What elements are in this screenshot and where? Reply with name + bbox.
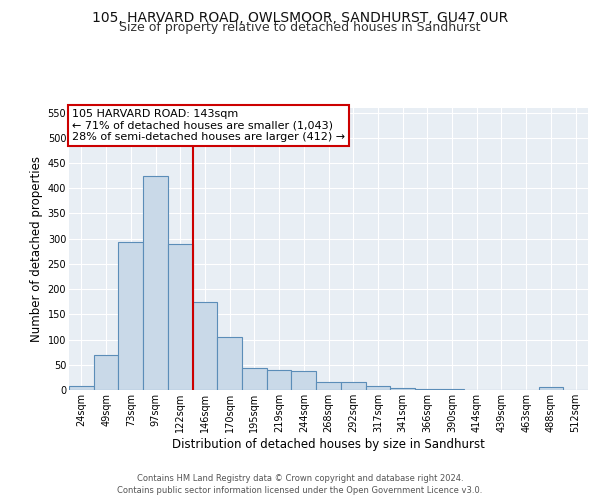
Bar (118, 242, 143, 390)
Text: 105 HARVARD ROAD: 143sqm
← 71% of detached houses are smaller (1,043)
28% of sem: 105 HARVARD ROAD: 143sqm ← 71% of detach… (71, 109, 345, 142)
Text: Size of property relative to detached houses in Sandhurst: Size of property relative to detached ho… (119, 21, 481, 34)
Bar (390, 388, 415, 390)
Bar (316, 382, 341, 390)
Text: 105, HARVARD ROAD, OWLSMOOR, SANDHURST, GU47 0UR: 105, HARVARD ROAD, OWLSMOOR, SANDHURST, … (92, 11, 508, 25)
X-axis label: Distribution of detached houses by size in Sandhurst: Distribution of detached houses by size … (172, 438, 485, 450)
Bar (292, 372, 316, 390)
Bar (341, 382, 365, 390)
Bar (267, 370, 292, 390)
Bar (143, 176, 168, 390)
Y-axis label: Number of detached properties: Number of detached properties (31, 156, 43, 342)
Text: Contains HM Land Registry data © Crown copyright and database right 2024.
Contai: Contains HM Land Registry data © Crown c… (118, 474, 482, 495)
Bar (69, 386, 94, 390)
Bar (168, 244, 193, 390)
Bar (365, 386, 390, 390)
Bar (193, 302, 217, 390)
Bar (217, 337, 242, 390)
Bar (94, 354, 118, 390)
Bar (539, 388, 563, 390)
Bar (242, 368, 267, 390)
